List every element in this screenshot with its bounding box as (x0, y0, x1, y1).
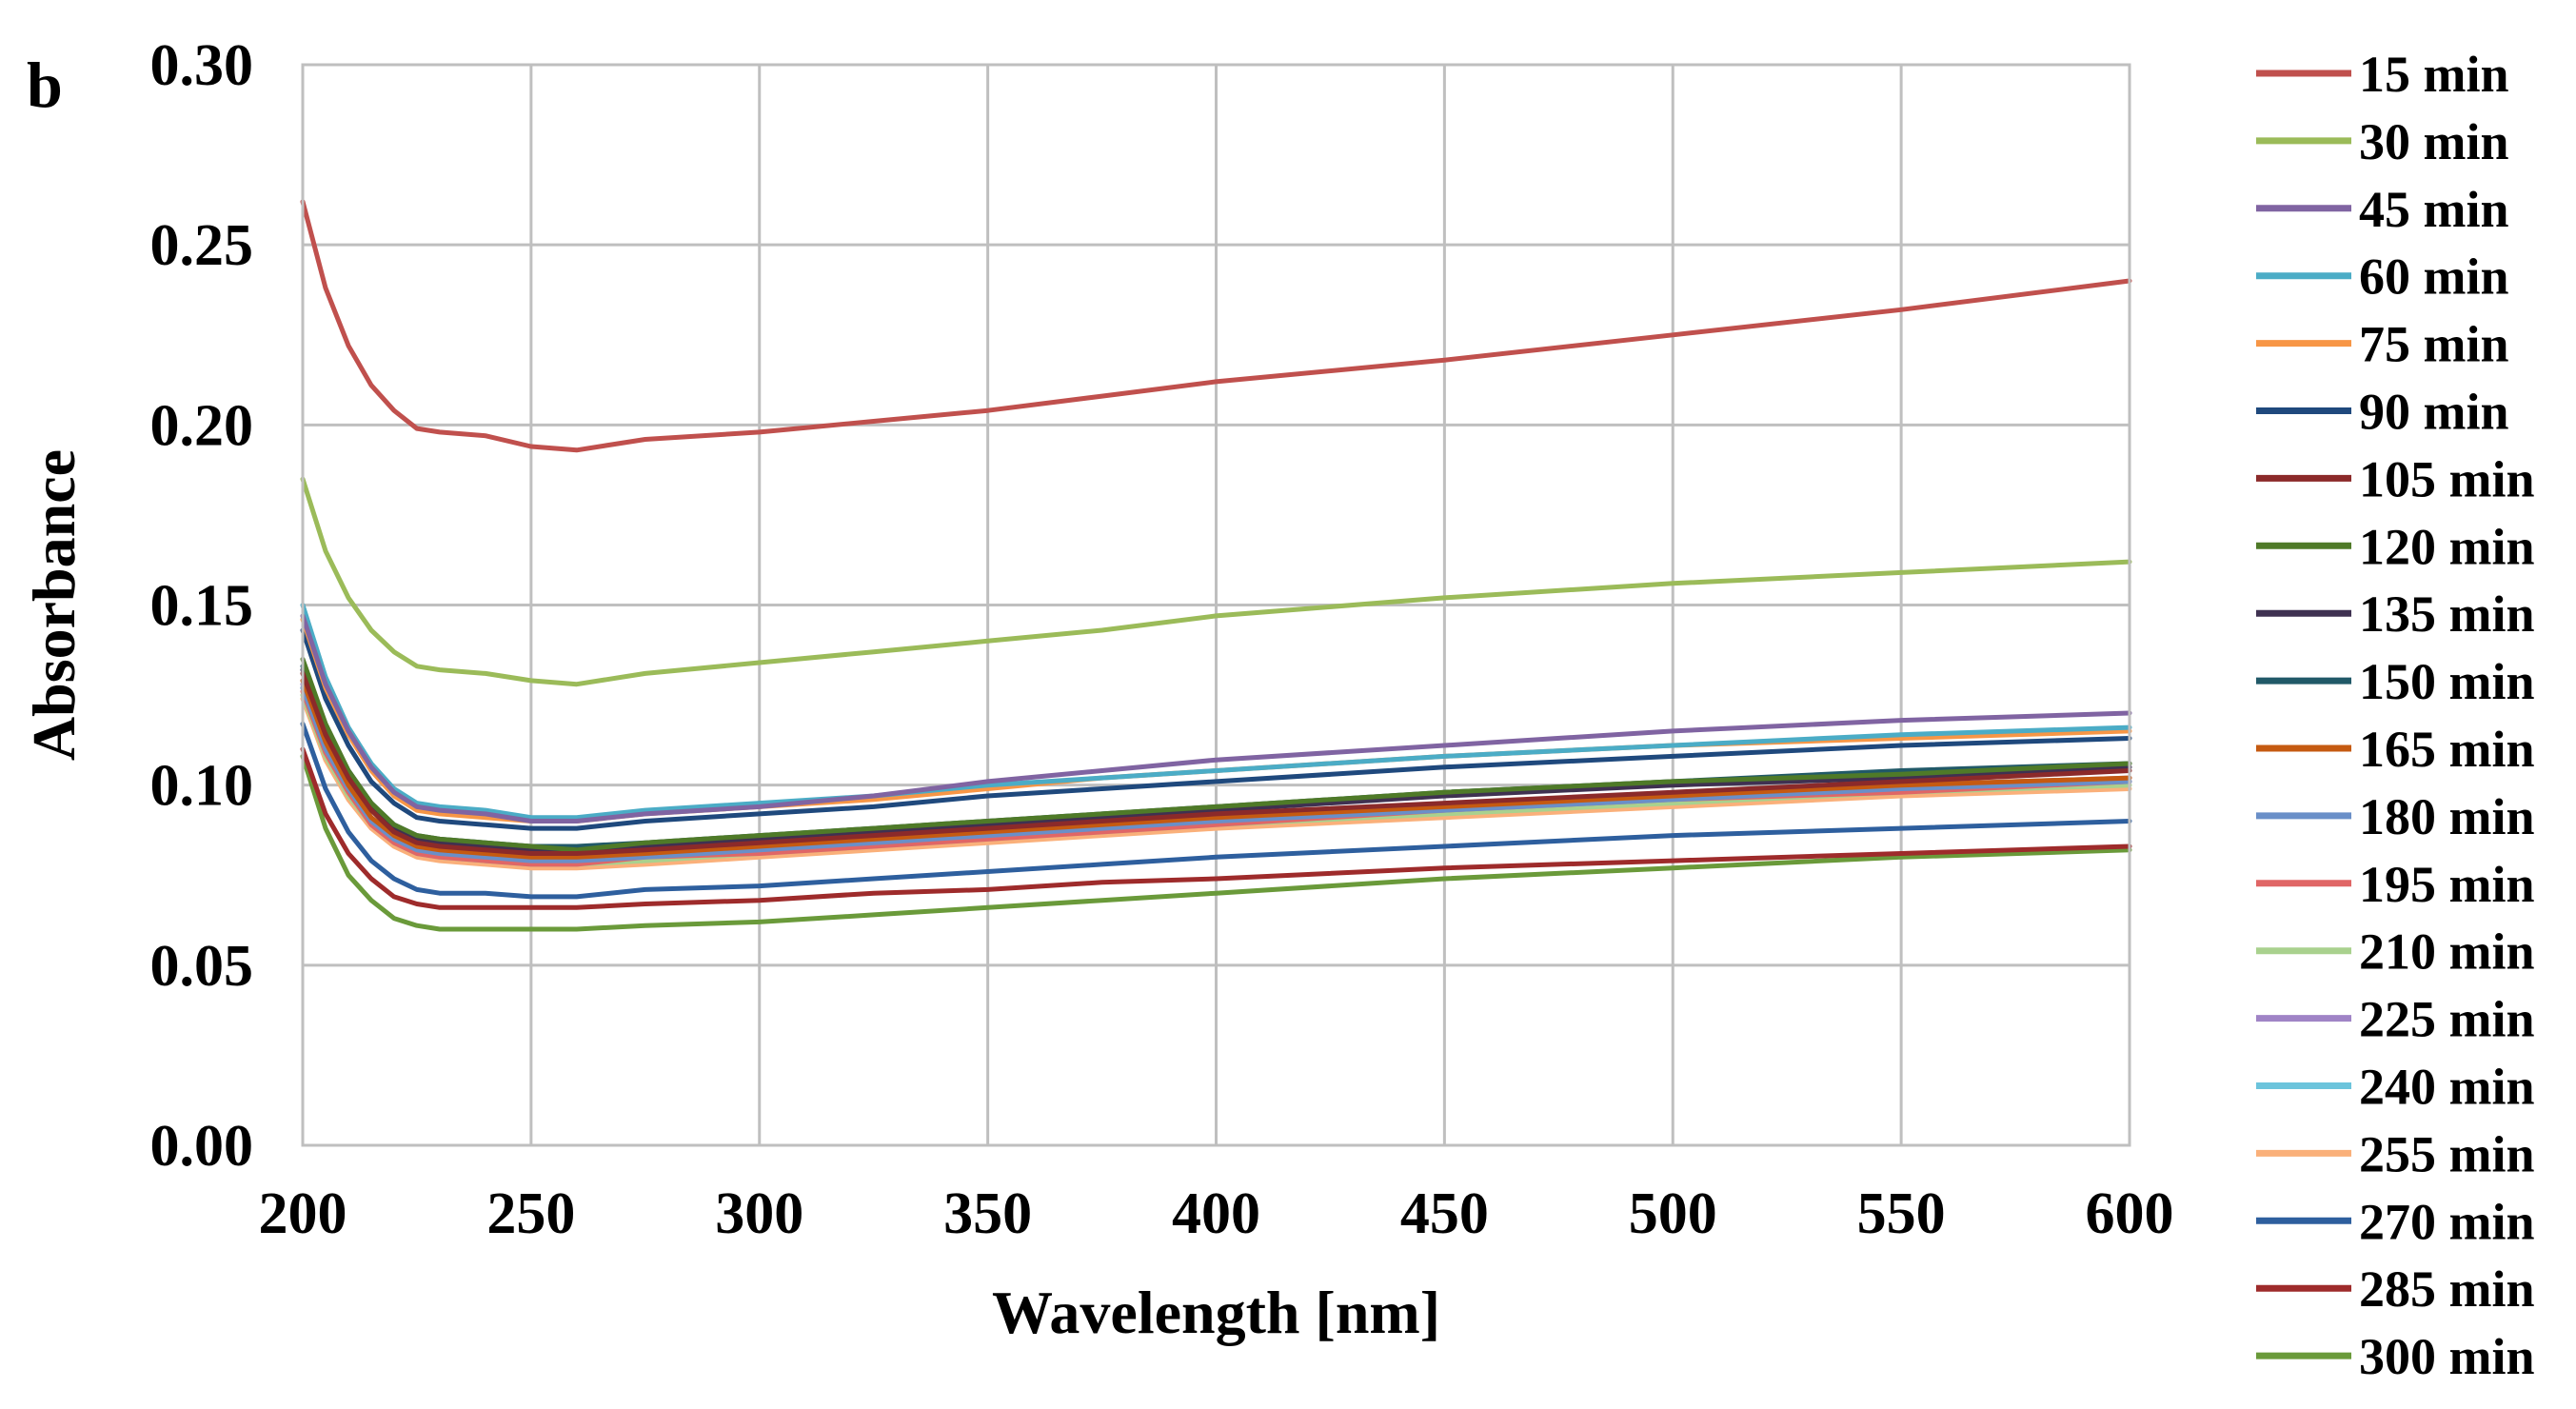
series-lines (300, 199, 2132, 932)
legend-entry: 90 min (2359, 384, 2509, 441)
legend: 15 min 30 min 45 min 60 min 75 min 90 min 105 … (2256, 46, 2535, 1385)
legend-entry: 285 min (2359, 1260, 2535, 1318)
x-tick-label: 450 (1400, 1181, 1489, 1246)
series-line-6 (300, 627, 2132, 831)
legend-entry: 30 min (2359, 113, 2509, 170)
y-tick-label: 0.05 (150, 934, 254, 999)
series-line-7 (300, 670, 2132, 856)
x-tick-labels: 200 250 300 350 400 450 500 550 600 (259, 1181, 2174, 1246)
series-line-12 (300, 685, 2132, 863)
legend-entry: 240 min (2359, 1059, 2535, 1116)
series-line-1 (300, 199, 2132, 453)
legend-entry: 135 min (2359, 585, 2535, 643)
series-line-17 (300, 696, 2132, 871)
x-tick-label: 550 (1857, 1181, 1946, 1246)
x-tick-label: 350 (943, 1181, 1032, 1246)
legend-entry: 255 min (2359, 1125, 2535, 1182)
plot-frame (301, 63, 2131, 1147)
y-axis-title: Absorbance (20, 449, 88, 761)
x-axis-title: Wavelength [nm] (992, 1279, 1440, 1346)
x-tick-label: 250 (486, 1181, 575, 1246)
legend-entry: 270 min (2359, 1193, 2535, 1250)
series-line-20 (300, 753, 2132, 932)
series-line-3 (300, 613, 2132, 824)
y-tick-label: 0.30 (150, 33, 254, 98)
legend-entry: 15 min (2359, 46, 2509, 103)
legend-entry: 60 min (2359, 248, 2509, 306)
x-tick-label: 500 (1629, 1181, 1717, 1246)
x-tick-label: 400 (1172, 1181, 1260, 1246)
y-tick-label: 0.20 (150, 393, 254, 458)
y-tick-label: 0.00 (150, 1114, 254, 1179)
legend-entry: 300 min (2359, 1328, 2535, 1385)
series-line-18 (300, 721, 2132, 900)
series-line-11 (300, 678, 2132, 860)
series-line-8 (300, 656, 2132, 853)
series-line-4 (300, 603, 2132, 821)
series-line-2 (300, 476, 2132, 687)
legend-entry: 180 min (2359, 788, 2535, 845)
legend-entry: 120 min (2359, 518, 2535, 575)
x-tick-label: 200 (259, 1181, 347, 1246)
series-line-19 (300, 746, 2132, 910)
panel-label: b (27, 49, 63, 121)
legend-entry: 45 min (2359, 181, 2509, 238)
x-tick-label: 300 (715, 1181, 803, 1246)
legend-entry: 165 min (2359, 721, 2535, 778)
y-tick-label: 0.25 (150, 213, 254, 278)
legend-entry: 75 min (2359, 316, 2509, 373)
legend-entry: 210 min (2359, 923, 2535, 981)
x-tick-label: 600 (2086, 1181, 2174, 1246)
y-tick-labels: 0.00 0.05 0.10 0.15 0.20 0.25 0.30 (150, 33, 254, 1179)
y-tick-label: 0.15 (150, 574, 254, 639)
y-tick-label: 0.10 (150, 754, 254, 819)
legend-entry: 150 min (2359, 653, 2535, 710)
legend-entry: 195 min (2359, 856, 2535, 913)
legend-entry: 225 min (2359, 991, 2535, 1048)
legend-entry: 105 min (2359, 450, 2535, 507)
